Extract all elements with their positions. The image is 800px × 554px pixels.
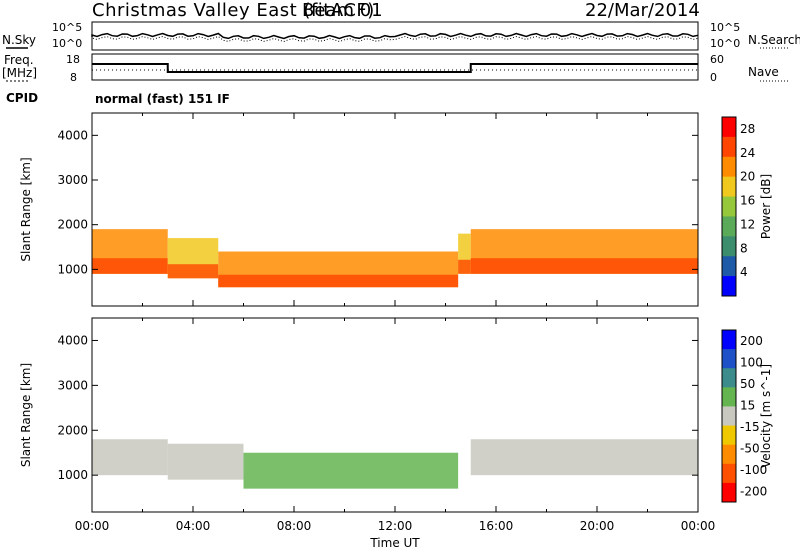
- freq-label: Freq.: [4, 53, 34, 67]
- y-tick-label-power-3000: 3000: [57, 173, 88, 187]
- colorbar-frame-power: [721, 116, 737, 297]
- nave-label: Nave: [748, 65, 779, 79]
- colorbar-cell-velocity-1: [722, 349, 736, 369]
- nsky-label: N.Sky: [2, 33, 37, 47]
- y-tick-label-velocity-1000: 1000: [57, 468, 88, 482]
- nave-tick-top: 60: [710, 53, 724, 66]
- cpid-label: CPID: [6, 91, 39, 105]
- band-core-1: [167, 264, 219, 279]
- nsky-tick-bottom: 10^0: [52, 37, 83, 50]
- colorbar-tick-velocity-4: -15: [740, 420, 760, 434]
- x-tick-label-3: 12:00: [378, 519, 413, 533]
- mode-label: normal (fast) 151 IF: [95, 92, 230, 106]
- band-velocity-3: [470, 439, 698, 476]
- nsky-trace: [91, 32, 699, 40]
- x-tick-label-2: 08:00: [277, 519, 312, 533]
- x-tick-label-0: 00:00: [75, 519, 110, 533]
- colorbar-cell-power-1: [722, 136, 736, 158]
- beam-label: Beam 01: [302, 0, 383, 21]
- colorbar-tick-power-1: 8: [740, 241, 748, 255]
- colorbar-frame-velocity: [721, 329, 737, 503]
- colorbar-cell-power-6: [722, 236, 736, 257]
- colorbar-cell-power-4: [722, 196, 736, 217]
- colorbar-cell-velocity-4: [722, 406, 736, 427]
- band-velocity-2: [243, 452, 459, 489]
- colorbar-cell-velocity-2: [722, 368, 736, 388]
- colorbar-cell-power-7: [722, 256, 736, 277]
- nsearch-trace: [91, 35, 699, 43]
- x-tick-label-4: 16:00: [479, 519, 514, 533]
- colorbar-tick-velocity-3: 15: [740, 398, 755, 412]
- colorbar-cell-velocity-7: [722, 463, 736, 484]
- band-core-0: [92, 258, 168, 274]
- colorbar-tick-velocity-0: 200: [740, 334, 763, 348]
- colorbar-tick-power-6: 28: [740, 122, 755, 136]
- colorbar-tick-velocity-7: -200: [740, 484, 767, 498]
- colorbar-tick-velocity-6: -100: [740, 463, 767, 477]
- nsearch-tick-top: 10^5: [710, 21, 741, 34]
- colorbar-tick-power-4: 20: [740, 170, 755, 184]
- freq-unit-label: [MHz]: [2, 66, 38, 80]
- colorbar-cell-power-8: [722, 276, 736, 297]
- colorbar-tick-velocity-1: 100: [740, 355, 763, 369]
- colorbar-cell-velocity-5: [722, 425, 736, 446]
- colorbar-cell-velocity-3: [722, 387, 736, 407]
- colorbar-tick-velocity-5: -50: [740, 441, 760, 455]
- x-tick-label-6: 00:00: [681, 519, 716, 533]
- date-label: 22/Mar/2014: [585, 0, 700, 21]
- colorbar-cell-power-2: [722, 156, 736, 178]
- freq-trace: [92, 63, 698, 73]
- y-tick-label-power-4000: 4000: [57, 128, 88, 142]
- colorbar-tick-velocity-2: 50: [740, 377, 755, 391]
- chart-title: Christmas Valley East (fitACF): [92, 0, 375, 21]
- y-axis-label-power: Slant Range [km]: [19, 157, 33, 261]
- y-tick-label-power-2000: 2000: [57, 218, 88, 232]
- nsearch-label: N.Search: [748, 33, 800, 47]
- band-core-2: [218, 274, 459, 288]
- colorbar-cell-velocity-8: [722, 482, 736, 503]
- freq-strip: [91, 53, 699, 81]
- freq-tick-bottom: 8: [70, 71, 77, 84]
- band-core-4: [470, 258, 698, 274]
- colorbar-cell-power-3: [722, 176, 736, 198]
- colorbar-cell-power-0: [722, 117, 736, 138]
- colorbar-cell-power-5: [722, 216, 736, 237]
- colorbar-cell-velocity-6: [722, 444, 736, 465]
- y-tick-label-velocity-2000: 2000: [57, 423, 88, 437]
- colorbar-tick-power-5: 24: [740, 146, 755, 160]
- colorbar-label-power: Power [dB]: [759, 174, 773, 239]
- y-tick-label-velocity-4000: 4000: [57, 333, 88, 347]
- nsky-tick-top: 10^5: [52, 21, 83, 34]
- colorbar-tick-power-3: 16: [740, 194, 755, 208]
- x-axis-label: Time UT: [369, 536, 420, 550]
- colorbar-label-velocity: Velocity [m s^-1]: [759, 364, 773, 468]
- colorbar-cell-velocity-0: [722, 330, 736, 350]
- colorbar-tick-power-0: 4: [740, 265, 748, 279]
- freq-tick-top: 18: [66, 53, 80, 66]
- colorbar-tick-power-2: 12: [740, 217, 755, 231]
- nave-tick-bottom: 0: [710, 71, 717, 84]
- y-axis-label-velocity: Slant Range [km]: [19, 363, 33, 467]
- band-velocity-0: [92, 439, 168, 476]
- y-tick-label-velocity-3000: 3000: [57, 378, 88, 392]
- y-tick-label-power-1000: 1000: [57, 262, 88, 276]
- nsearch-tick-bottom: 10^0: [710, 37, 741, 50]
- band-velocity-1: [167, 443, 244, 480]
- x-tick-label-1: 04:00: [176, 519, 211, 533]
- x-tick-label-5: 20:00: [580, 519, 615, 533]
- band-core-3: [458, 259, 471, 274]
